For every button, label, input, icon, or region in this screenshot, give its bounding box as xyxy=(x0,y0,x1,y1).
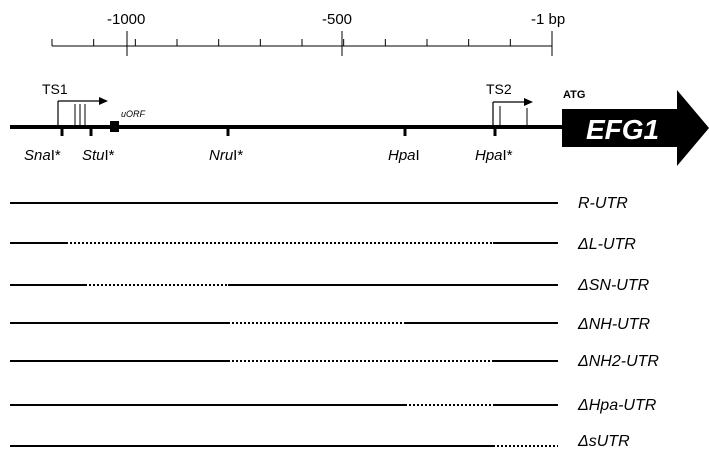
construct-row-delta-nh2-utr: ΔNH2-UTR xyxy=(10,353,659,370)
construct-label: R-UTR xyxy=(578,195,628,212)
construct-row-r-utr: R-UTR xyxy=(10,195,628,212)
construct-row-delta-nh-utr: ΔNH-UTR xyxy=(10,316,651,333)
gene-label: EFG1 xyxy=(586,114,659,145)
gene-arrow-shape xyxy=(562,90,709,166)
construct-label: ΔHpa-UTR xyxy=(577,397,657,414)
ts2-arrow-head-icon xyxy=(524,98,533,106)
restriction-sites: SnaI* StuI* NruI* HpaI HpaI* xyxy=(24,127,513,164)
ts2-label: TS2 xyxy=(486,81,512,97)
efg1-gene-arrow: ATG EFG1 xyxy=(562,89,709,166)
construct-label: ΔNH-UTR xyxy=(577,316,651,333)
scale-ticks xyxy=(51,31,553,56)
site-label-stui: StuI* xyxy=(82,147,115,164)
construct-label: ΔsUTR xyxy=(577,433,630,450)
site-label-nrui: NruI* xyxy=(209,147,243,164)
construct-label: ΔL-UTR xyxy=(577,236,636,253)
site-label-snai: SnaI* xyxy=(24,147,61,164)
uorf-label: uORF xyxy=(121,109,146,119)
construct-rows: R-UTR ΔL-UTR ΔSN-UTR ΔNH-UTR ΔNH xyxy=(10,195,659,450)
scale-label-minus-500: -500 xyxy=(322,11,352,28)
ts2-marker: TS2 xyxy=(486,81,533,126)
atg-label: ATG xyxy=(563,89,585,101)
construct-label: ΔNH2-UTR xyxy=(577,353,659,370)
construct-row-delta-hpa-utr: ΔHpa-UTR xyxy=(10,397,657,414)
ts1-arrow-head-icon xyxy=(99,97,108,105)
construct-row-delta-sn-utr: ΔSN-UTR xyxy=(10,277,650,294)
uorf-box xyxy=(110,121,119,132)
site-label-hpai-1: HpaI xyxy=(388,147,420,164)
construct-label: ΔSN-UTR xyxy=(577,277,650,294)
scale-label-minus-1-bp: -1 bp xyxy=(531,11,565,28)
scale-label-minus-1000: -1000 xyxy=(107,11,145,28)
construct-row-delta-sutr: ΔsUTR xyxy=(10,433,630,450)
ts1-marker: TS1 xyxy=(42,81,108,126)
scale-ruler: -1000 -500 -1 bp xyxy=(51,11,565,56)
ts1-label: TS1 xyxy=(42,81,68,97)
construct-row-delta-l-utr: ΔL-UTR xyxy=(10,236,636,253)
site-label-hpai-2: HpaI* xyxy=(475,147,513,164)
uorf-marker: uORF xyxy=(110,109,146,132)
